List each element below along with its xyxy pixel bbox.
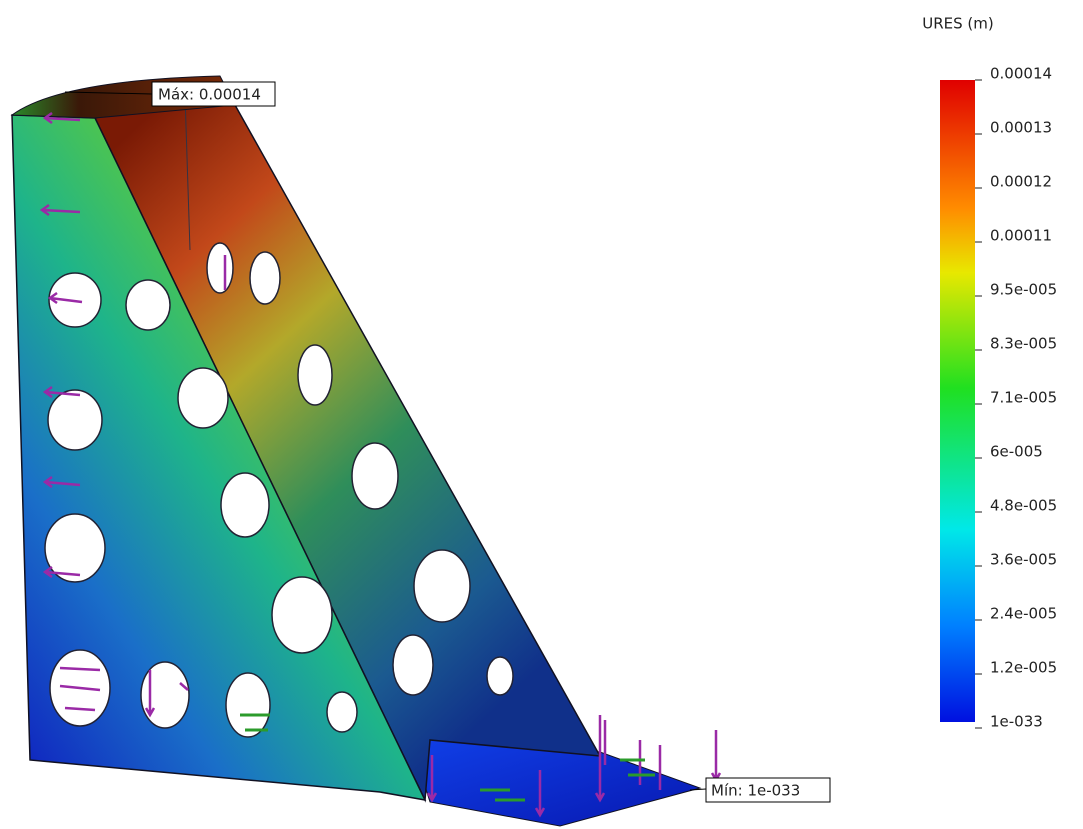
legend-title: URES (m) <box>922 15 993 33</box>
legend-label: 0.00014 <box>990 65 1052 83</box>
min-label: Mín: 1e-033 <box>711 782 800 800</box>
legend-label: 7.1e-005 <box>990 389 1057 407</box>
simulation-view: Máx: 0.00014 Mín: 1e-033 URES (m) 0.0001… <box>0 0 1083 829</box>
legend-label: 0.00012 <box>990 173 1052 191</box>
legend-label: 2.4e-005 <box>990 605 1057 623</box>
color-bar <box>940 80 975 722</box>
legend-label: 1.2e-005 <box>990 659 1057 677</box>
legend-label: 6e-005 <box>990 443 1043 461</box>
legend-label: 1e-033 <box>990 713 1043 731</box>
max-label: Máx: 0.00014 <box>158 86 261 104</box>
legend-label: 0.00013 <box>990 119 1052 137</box>
legend-label: 4.8e-005 <box>990 497 1057 515</box>
legend-label: 8.3e-005 <box>990 335 1057 353</box>
legend-label: 3.6e-005 <box>990 551 1057 569</box>
legend-labels: 0.00014 0.00013 0.00012 0.00011 9.5e-005 8.3e… <box>975 65 1057 731</box>
legend-label: 9.5e-005 <box>990 281 1057 299</box>
legend-label: 0.00011 <box>990 227 1052 245</box>
